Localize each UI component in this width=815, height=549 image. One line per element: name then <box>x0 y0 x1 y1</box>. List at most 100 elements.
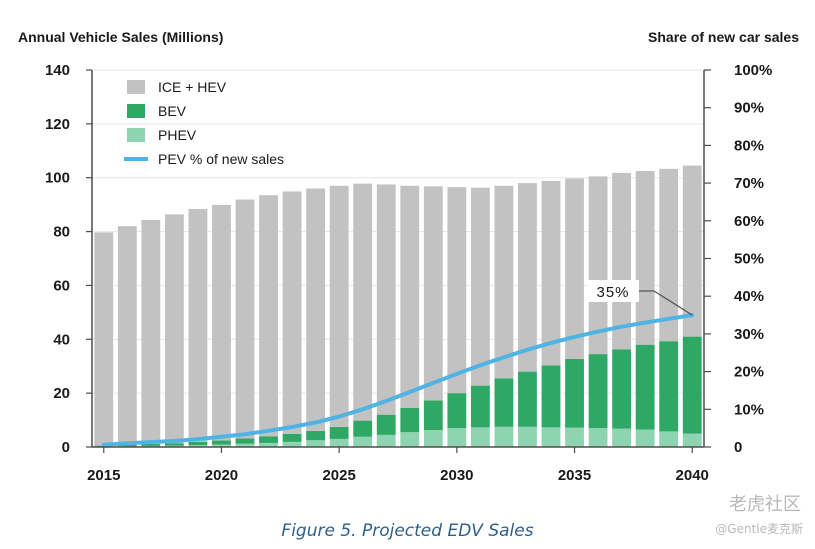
bar-phev <box>306 440 326 447</box>
bar-bev <box>588 354 608 429</box>
bar-phev <box>659 431 679 447</box>
bar-phev <box>565 427 584 447</box>
right-tick-label: 70% <box>734 175 764 192</box>
x-tick-label: 2020 <box>205 467 238 484</box>
bar-bev <box>235 438 255 444</box>
x-tick-label: 2035 <box>558 467 591 484</box>
bar-phev <box>541 427 561 447</box>
bar-bev <box>376 414 396 435</box>
bar-ice-hev <box>400 185 420 408</box>
right-tick-label: 50% <box>734 251 764 268</box>
bar-phev <box>682 433 702 447</box>
right-tick-label: 20% <box>734 364 764 381</box>
bar-bev <box>188 441 208 446</box>
bar-bev <box>518 371 537 427</box>
bar-ice-hev <box>141 219 161 445</box>
bar-bev <box>541 365 561 428</box>
bar-ice-hev <box>518 183 537 372</box>
bar-ice-hev <box>306 188 326 431</box>
left-tick-label: 40 <box>53 331 70 348</box>
bar-ice-hev <box>329 185 349 427</box>
bar-phev <box>588 428 608 447</box>
right-tick-label: 10% <box>734 401 764 418</box>
bars-group <box>94 165 702 447</box>
right-tick-label: 60% <box>734 213 764 230</box>
right-tick-label: 100% <box>734 62 772 79</box>
bar-bev <box>282 433 302 442</box>
bar-bev <box>494 378 514 427</box>
bar-phev <box>353 436 373 447</box>
watermark-sub: @Gentle麦克斯 <box>715 522 803 536</box>
bar-ice-hev <box>117 226 137 445</box>
legend-label: BEV <box>158 103 187 119</box>
left-axis-title: Annual Vehicle Sales (Millions) <box>18 29 223 45</box>
bar-ice-hev <box>682 165 702 337</box>
bar-phev <box>188 445 208 447</box>
bar-phev <box>400 432 420 447</box>
bar-ice-hev <box>164 214 184 444</box>
bar-bev <box>329 426 349 439</box>
bar-phev <box>447 428 467 447</box>
bar-phev <box>329 438 349 447</box>
watermark: 老虎社区 <box>729 494 801 515</box>
bar-ice-hev <box>235 199 255 439</box>
legend-swatch <box>127 80 145 94</box>
bar-bev <box>141 444 161 446</box>
bar-phev <box>494 426 514 447</box>
right-tick-label: 30% <box>734 326 764 343</box>
bar-ice-hev <box>376 184 396 415</box>
legend-swatch <box>127 104 145 118</box>
bar-ice-hev <box>541 180 561 366</box>
legend-label: ICE + HEV <box>158 79 227 95</box>
left-tick-label: 20 <box>53 385 70 402</box>
bar-ice-hev <box>423 186 443 401</box>
bar-phev <box>518 426 537 447</box>
bar-phev <box>282 441 302 447</box>
bar-ice-hev <box>188 208 208 442</box>
callout-group: 35% <box>587 280 693 316</box>
bar-ice-hev <box>212 204 231 441</box>
bar-bev <box>682 336 702 434</box>
right-axis-title: Share of new car sales <box>648 29 799 45</box>
callout-leader <box>639 290 693 316</box>
bar-bev <box>164 443 184 446</box>
bar-phev <box>376 434 396 447</box>
line-group <box>101 313 695 447</box>
right-tick-label: 80% <box>734 137 764 154</box>
bar-bev <box>400 407 420 433</box>
bar-phev <box>470 427 490 447</box>
callout-box <box>587 280 639 302</box>
bar-bev <box>447 393 467 429</box>
callout-label: 35% <box>596 284 629 301</box>
left-tick-label: 120 <box>45 116 70 133</box>
legend-label: PEV % of new sales <box>158 151 284 167</box>
bar-ice-hev <box>447 187 467 394</box>
bar-ice-hev <box>494 185 514 379</box>
x-tick-label: 2040 <box>676 467 709 484</box>
bar-bev <box>353 420 373 437</box>
bar-ice-hev <box>282 191 302 434</box>
left-tick-label: 0 <box>62 439 70 456</box>
bar-ice-hev <box>612 172 632 350</box>
pev-share-line <box>101 313 695 447</box>
bar-phev <box>635 429 655 447</box>
bar-bev <box>635 344 655 430</box>
bar-ice-hev <box>588 176 608 355</box>
bar-ice-hev <box>353 183 373 421</box>
right-tick-label: 90% <box>734 100 764 117</box>
axes-group: 020406080100120140010%20%30%40%50%60%70%… <box>45 62 772 484</box>
bar-ice-hev <box>94 232 114 446</box>
bar-ice-hev <box>259 195 278 437</box>
bar-ice-hev <box>470 187 490 386</box>
legend: ICE + HEV BEV PHEV PEV % of new sales <box>124 79 284 167</box>
bar-bev <box>306 430 326 441</box>
bar-bev <box>659 341 679 432</box>
bar-ice-hev <box>659 168 679 342</box>
bar-bev <box>117 444 137 447</box>
left-tick-label: 80 <box>53 224 70 241</box>
figure-caption: Figure 5. Projected EDV Sales <box>281 521 534 541</box>
bar-phev <box>423 430 443 447</box>
bar-ice-hev <box>635 170 655 345</box>
bar-ice-hev <box>565 178 584 359</box>
